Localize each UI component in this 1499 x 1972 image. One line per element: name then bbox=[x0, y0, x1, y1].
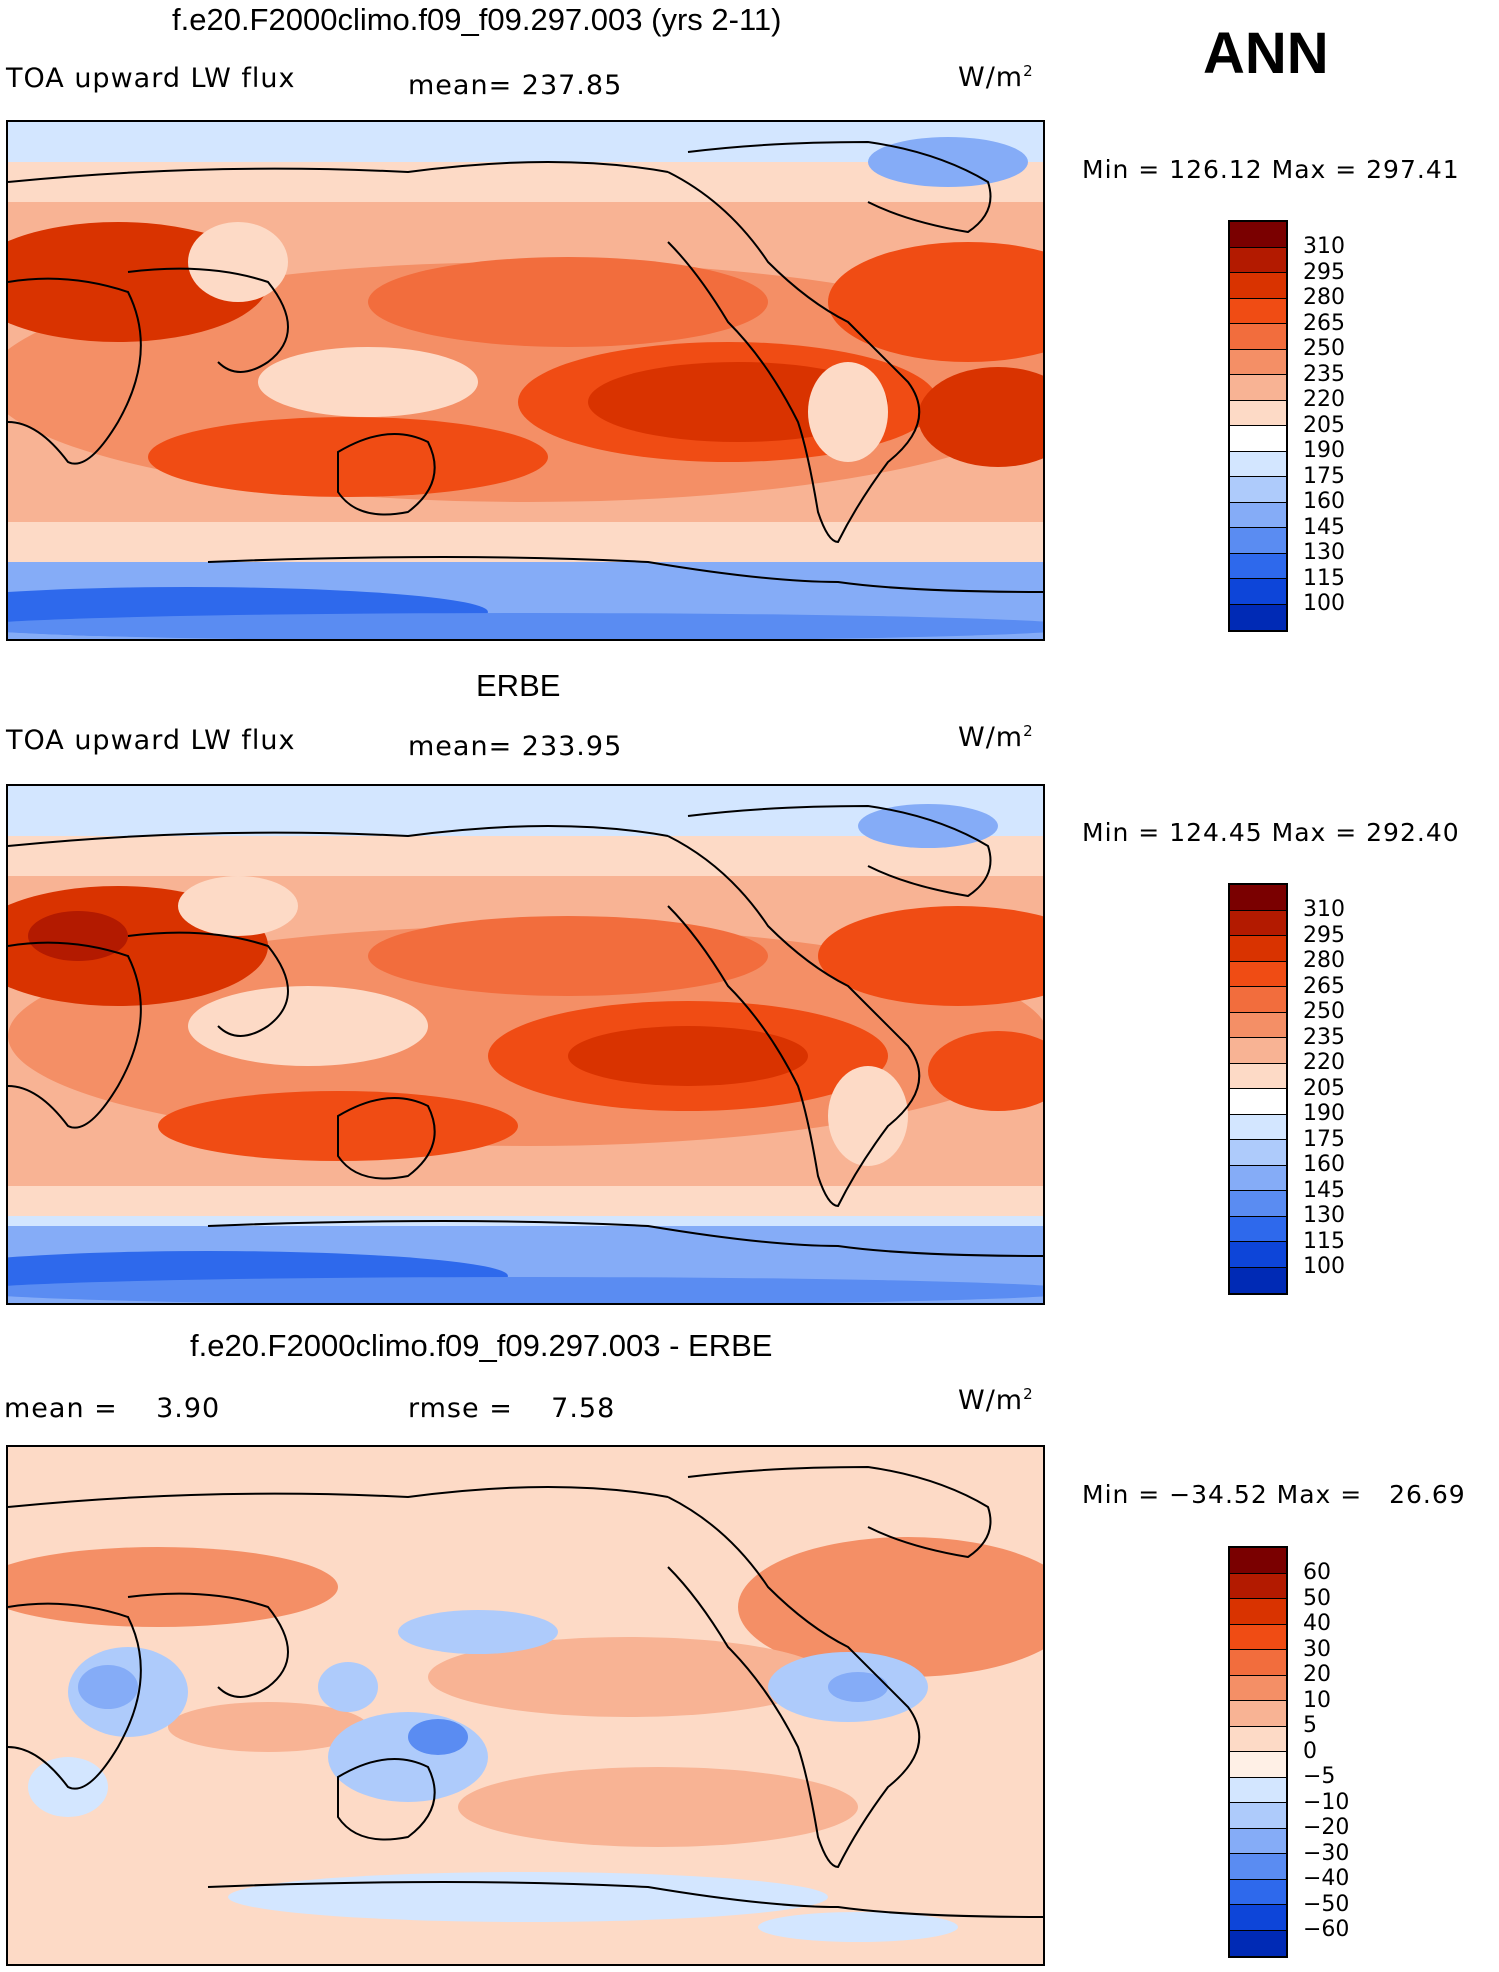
panel2-level-label: 310 bbox=[1303, 897, 1345, 922]
panel1-mean-label: mean= 237.85 bbox=[408, 70, 623, 101]
panel2-level-label: 220 bbox=[1303, 1050, 1345, 1075]
panel3-level-label: 50 bbox=[1303, 1586, 1331, 1611]
panel3-colorbar bbox=[1228, 1546, 1288, 1958]
panel2-units: W/m2 bbox=[958, 722, 1034, 753]
panel2-title: ERBE bbox=[476, 668, 561, 703]
panel2-level-label: 235 bbox=[1303, 1025, 1345, 1050]
panel1-level-label: 205 bbox=[1303, 413, 1345, 438]
panel3-rmse-label: rmse = 7.58 bbox=[408, 1393, 616, 1424]
panel1-coastlines bbox=[8, 140, 1043, 593]
panel2-level-label: 160 bbox=[1303, 1152, 1345, 1177]
panel1-level-label: 265 bbox=[1303, 311, 1345, 336]
panel3-level-label: 10 bbox=[1303, 1688, 1331, 1713]
panel3-level-label: −20 bbox=[1303, 1815, 1350, 1840]
panel2-level-label: 190 bbox=[1303, 1101, 1345, 1126]
panel1-level-label: 280 bbox=[1303, 285, 1345, 310]
panel2-level-label: 130 bbox=[1303, 1203, 1345, 1228]
panel1-map bbox=[6, 120, 1045, 641]
panel3-map bbox=[6, 1445, 1045, 1966]
panel2-level-label: 265 bbox=[1303, 974, 1345, 999]
panel3-level-label: 60 bbox=[1303, 1560, 1331, 1585]
panel2-level-label: 295 bbox=[1303, 923, 1345, 948]
panel3-coastlines bbox=[8, 1465, 1043, 1918]
panel2-mean-label: mean= 233.95 bbox=[408, 731, 623, 762]
panel3-level-label: −40 bbox=[1303, 1866, 1350, 1891]
panel2-level-label: 250 bbox=[1303, 999, 1345, 1024]
panel3-level-label: −60 bbox=[1303, 1917, 1350, 1942]
panel2-level-label: 205 bbox=[1303, 1076, 1345, 1101]
panel1-field bbox=[8, 122, 1043, 639]
panel3-mean-label: mean = 3.90 bbox=[4, 1393, 221, 1424]
panel3-level-label: 5 bbox=[1303, 1713, 1317, 1738]
panel2-colorbar bbox=[1228, 883, 1288, 1295]
panel2-map bbox=[6, 784, 1045, 1305]
panel2-level-label: 115 bbox=[1303, 1229, 1345, 1254]
panel3-level-label: −10 bbox=[1303, 1790, 1350, 1815]
panel1-level-label: 115 bbox=[1303, 566, 1345, 591]
panel2-field bbox=[8, 786, 1043, 1303]
panel1-level-label: 145 bbox=[1303, 515, 1345, 540]
panel2-level-label: 145 bbox=[1303, 1178, 1345, 1203]
panel1-level-label: 190 bbox=[1303, 438, 1345, 463]
panel1-level-label: 175 bbox=[1303, 464, 1345, 489]
panel1-level-label: 160 bbox=[1303, 489, 1345, 514]
panel2-coastlines bbox=[8, 804, 1043, 1257]
panel3-minmax: Min = −34.52 Max = 26.69 bbox=[1082, 1480, 1466, 1509]
panel1-minmax: Min = 126.12 Max = 297.41 bbox=[1082, 155, 1460, 184]
panel3-level-label: 20 bbox=[1303, 1662, 1331, 1687]
panel2-level-label: 280 bbox=[1303, 948, 1345, 973]
panel3-level-label: −50 bbox=[1303, 1892, 1350, 1917]
panel3-level-label: −5 bbox=[1303, 1764, 1336, 1789]
panel2-level-label: 100 bbox=[1303, 1254, 1345, 1279]
panel1-units: W/m2 bbox=[958, 62, 1034, 93]
panel1-level-label: 295 bbox=[1303, 260, 1345, 285]
panel2-variable-label: TOA upward LW flux bbox=[6, 725, 296, 756]
panel1-level-label: 130 bbox=[1303, 540, 1345, 565]
panel3-level-label: 30 bbox=[1303, 1637, 1331, 1662]
panel1-level-label: 100 bbox=[1303, 591, 1345, 616]
panel1-variable-label: TOA upward LW flux bbox=[6, 63, 296, 94]
panel1-level-label: 235 bbox=[1303, 362, 1345, 387]
panel3-title: f.e20.F2000climo.f09_f09.297.003 - ERBE bbox=[190, 1328, 773, 1363]
panel3-level-label: 40 bbox=[1303, 1611, 1331, 1636]
panel2-level-label: 175 bbox=[1303, 1127, 1345, 1152]
panel3-units: W/m2 bbox=[958, 1385, 1034, 1416]
panel1-level-label: 220 bbox=[1303, 387, 1345, 412]
panel2-minmax: Min = 124.45 Max = 292.40 bbox=[1082, 818, 1460, 847]
season-label: ANN bbox=[1203, 21, 1329, 86]
panel1-title: f.e20.F2000climo.f09_f09.297.003 (yrs 2-… bbox=[172, 2, 782, 37]
panel3-field bbox=[8, 1447, 1043, 1964]
panel1-level-label: 310 bbox=[1303, 234, 1345, 259]
panel1-level-label: 250 bbox=[1303, 336, 1345, 361]
panel3-level-label: 0 bbox=[1303, 1739, 1317, 1764]
panel3-level-label: −30 bbox=[1303, 1841, 1350, 1866]
panel1-colorbar bbox=[1228, 220, 1288, 632]
